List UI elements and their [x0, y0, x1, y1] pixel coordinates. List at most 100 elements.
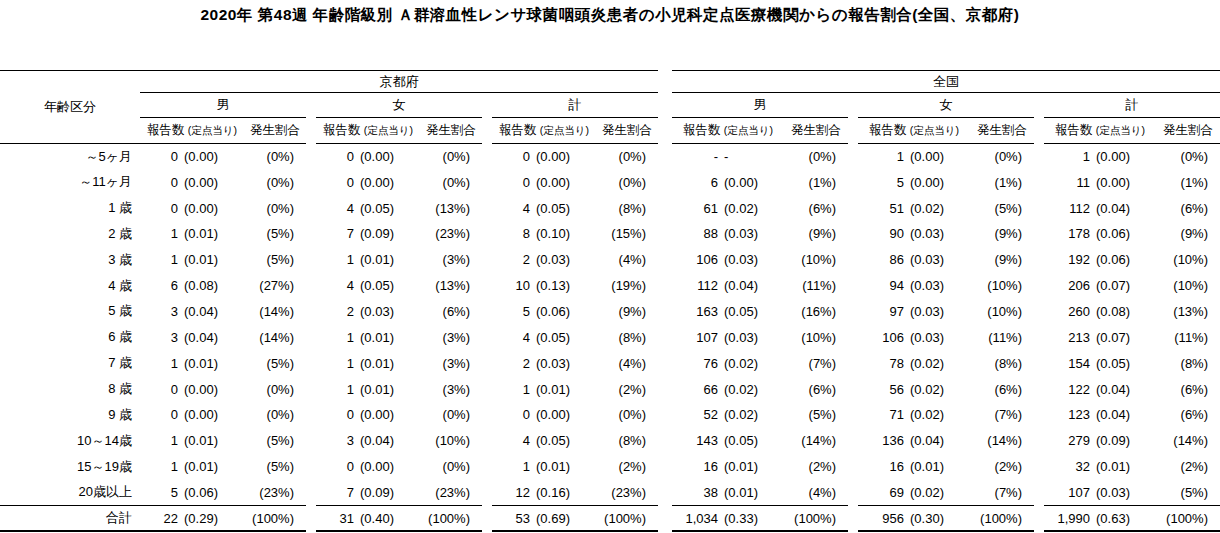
rate-cell: (8%): [596, 324, 658, 350]
rate-cell: (0%): [244, 402, 306, 428]
report-count: 97: [890, 304, 904, 319]
reports-cell: 1(0.01): [140, 221, 244, 247]
per-sentinel-label: (定点当り): [724, 124, 773, 136]
rate-cell: (0%): [970, 144, 1034, 170]
rate-cell: (5%): [244, 221, 306, 247]
per-sentinel-value: (0.05): [360, 201, 404, 216]
rate-cell: (8%): [1156, 350, 1220, 376]
region-gap-spacer: [658, 299, 672, 325]
reports-cell: 143(0.05): [672, 428, 784, 454]
table-row: 4 歳6(0.08)(27%)4(0.05)(13%)10(0.13)(19%)…: [0, 273, 1220, 299]
column-spacer: [482, 273, 492, 299]
report-count: 69: [890, 485, 904, 500]
per-sentinel-value: (0.04): [1096, 407, 1140, 422]
rate-header: 発生割合: [420, 118, 482, 144]
report-count: 1: [171, 356, 178, 371]
per-sentinel-value: -: [724, 149, 768, 164]
per-sentinel-value: (0.01): [536, 459, 580, 474]
column-spacer: [848, 247, 858, 273]
report-count: 163: [696, 304, 718, 319]
report-count: 1: [347, 252, 354, 267]
report-count: 7: [347, 226, 354, 241]
per-sentinel-value: (0.29): [184, 511, 228, 526]
per-sentinel-value: (0.02): [724, 201, 768, 216]
column-spacer: [306, 428, 316, 454]
rate-cell: (0%): [420, 144, 482, 170]
reports-cell: 1(0.01): [316, 324, 420, 350]
reports-cell: 0(0.00): [140, 169, 244, 195]
report-count: 16: [890, 459, 904, 474]
reports-cell: 1(0.00): [1044, 144, 1156, 170]
sex-header-row: 男 女 計 男 女 計: [0, 93, 1220, 118]
report-count: 4: [347, 278, 354, 293]
rate-cell: (10%): [970, 299, 1034, 325]
report-count: 3: [347, 433, 354, 448]
reports-cell: 61(0.02): [672, 195, 784, 221]
rate-cell: (10%): [784, 324, 848, 350]
reports-cell: 0(0.00): [316, 144, 420, 170]
measure-header-row: 報告数 (定点当り) 発生割合 報告数 (定点当り) 発生割合 報告数 (定点当…: [0, 118, 1220, 144]
per-sentinel-value: (0.01): [360, 382, 404, 397]
report-count: 3: [171, 304, 178, 319]
rate-cell: (100%): [596, 505, 658, 531]
column-spacer: [482, 454, 492, 480]
report-count: 192: [1068, 252, 1090, 267]
table-row: 20歳以上5(0.06)(23%)7(0.09)(23%)12(0.16)(23…: [0, 479, 1220, 505]
per-sentinel-value: (0.00): [724, 175, 768, 190]
per-sentinel-value: (0.05): [360, 278, 404, 293]
reports-cell: 5(0.06): [140, 479, 244, 505]
rate-header: 発生割合: [970, 118, 1034, 144]
per-sentinel-value: (0.03): [910, 304, 954, 319]
reports-header: 報告数 (定点当り): [672, 118, 784, 144]
rate-cell: (4%): [596, 350, 658, 376]
report-count: 1,034: [685, 511, 718, 526]
rate-cell: (10%): [1156, 247, 1220, 273]
rate-cell: (23%): [420, 479, 482, 505]
column-spacer: [1034, 428, 1044, 454]
column-spacer: [306, 479, 316, 505]
reports-cell: 78(0.02): [858, 350, 970, 376]
rate-cell: (9%): [970, 247, 1034, 273]
reports-cell: 107(0.03): [1044, 479, 1156, 505]
rate-cell: (0%): [244, 144, 306, 170]
column-spacer: [1034, 118, 1044, 144]
reports-cell: 7(0.09): [316, 479, 420, 505]
rate-cell: (7%): [970, 402, 1034, 428]
rate-cell: (10%): [970, 273, 1034, 299]
reports-cell: 69(0.02): [858, 479, 970, 505]
per-sentinel-value: (0.00): [360, 175, 404, 190]
column-spacer: [306, 402, 316, 428]
age-label: 3 歳: [0, 247, 140, 273]
reports-cell: 0(0.00): [140, 195, 244, 221]
column-spacer: [848, 479, 858, 505]
report-count: 4: [523, 330, 530, 345]
column-spacer: [306, 93, 316, 118]
reports-cell: 0(0.00): [140, 376, 244, 402]
report-count: 53: [516, 511, 530, 526]
report-count: 213: [1068, 330, 1090, 345]
report-count: 123: [1068, 407, 1090, 422]
per-sentinel-value: (0.05): [724, 304, 768, 319]
rate-cell: (3%): [420, 350, 482, 376]
column-spacer: [848, 324, 858, 350]
page-title: 2020年 第48週 年齢階級別 Ａ群溶血性レンサ球菌咽頭炎患者の小児科定点医療…: [0, 5, 1220, 26]
report-count: 7: [347, 485, 354, 500]
rate-cell: (2%): [596, 376, 658, 402]
rate-cell: (10%): [1156, 273, 1220, 299]
per-sentinel-value: (0.03): [910, 330, 954, 345]
rate-cell: (10%): [784, 247, 848, 273]
reports-cell: 1(0.01): [140, 350, 244, 376]
rate-cell: (5%): [244, 350, 306, 376]
column-spacer: [1034, 454, 1044, 480]
per-sentinel-value: (0.03): [910, 226, 954, 241]
per-sentinel-value: (0.03): [724, 252, 768, 267]
reports-cell: 3(0.04): [140, 324, 244, 350]
reports-cell: 76(0.02): [672, 350, 784, 376]
column-spacer: [306, 299, 316, 325]
age-label: 1 歳: [0, 195, 140, 221]
per-sentinel-value: (0.01): [360, 252, 404, 267]
table-row: ～5ヶ月0(0.00)(0%)0(0.00)(0%)0(0.00)(0%)--(…: [0, 144, 1220, 170]
column-spacer: [848, 428, 858, 454]
column-spacer: [1034, 376, 1044, 402]
reports-cell: 6(0.00): [672, 169, 784, 195]
